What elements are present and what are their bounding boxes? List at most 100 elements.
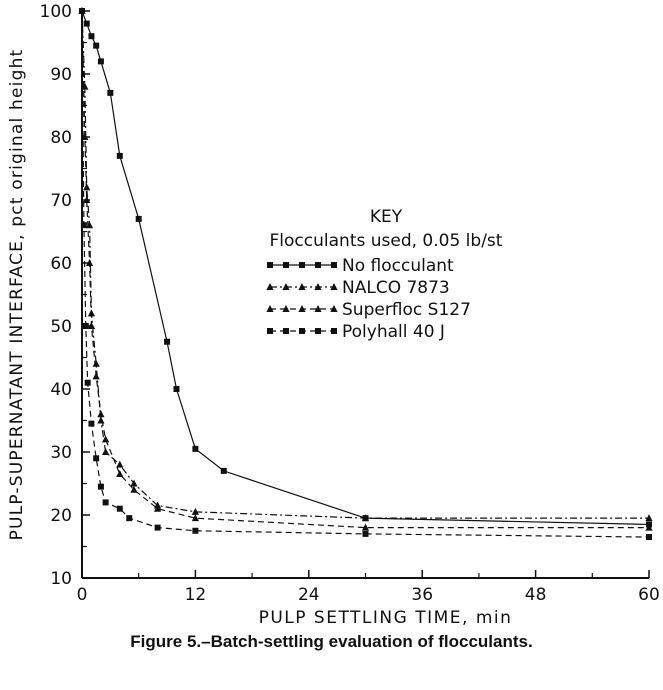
- data-point: [81, 133, 89, 140]
- x-tick-label: 36: [411, 585, 433, 605]
- series-line: [81, 10, 649, 519]
- legend-label: NALCO 7873: [342, 278, 450, 298]
- data-point: [80, 222, 87, 229]
- data-point: [362, 530, 369, 537]
- y-tick-label: 70: [50, 191, 72, 211]
- data-point: [116, 470, 124, 478]
- data-point: [116, 152, 123, 159]
- x-tick-label: 0: [77, 585, 88, 605]
- data-point: [192, 527, 199, 534]
- data-point: [107, 89, 114, 96]
- series-layer: [78, 7, 653, 541]
- data-point: [88, 420, 95, 427]
- legend-swatch-marker: [315, 262, 321, 268]
- series-line: [81, 10, 650, 538]
- data-point: [116, 460, 124, 468]
- x-tick-label: 24: [298, 585, 320, 605]
- data-point: [645, 523, 653, 531]
- y-tick-label: 60: [50, 254, 72, 274]
- legend-swatch-marker: [266, 283, 274, 290]
- data-point: [220, 467, 227, 474]
- legend-label: Polyhall 40 J: [342, 322, 445, 342]
- x-axis-title: PULP SETTLING TIME, min: [259, 608, 513, 625]
- legend-swatch-marker: [299, 328, 305, 334]
- legend-subtitle: Flocculants used, 0.05 lb/st: [270, 231, 503, 251]
- x-tick-label: 48: [525, 585, 547, 605]
- y-tick-label: 90: [50, 65, 72, 85]
- legend-swatch-marker: [283, 262, 289, 268]
- data-point: [130, 479, 138, 487]
- legend-swatch-marker: [266, 305, 274, 312]
- data-point: [93, 455, 100, 462]
- legend-swatch-marker: [298, 305, 306, 312]
- legend-swatch-marker: [299, 262, 305, 268]
- y-tick-label: 30: [50, 443, 72, 463]
- data-point: [361, 523, 370, 531]
- data-point: [88, 33, 95, 40]
- y-tick-label: 20: [50, 506, 72, 526]
- legend-swatch-marker: [330, 283, 338, 290]
- data-point: [126, 515, 133, 522]
- data-point: [84, 379, 91, 386]
- data-point: [81, 82, 89, 90]
- legend-swatch-marker: [282, 283, 290, 290]
- data-point: [645, 514, 653, 522]
- legend-label: No flocculant: [342, 256, 454, 276]
- data-point: [154, 524, 161, 531]
- legend-swatch-marker: [314, 283, 322, 290]
- legend-swatch-marker: [267, 328, 273, 334]
- data-point: [79, 8, 85, 14]
- legend-swatch-marker: [283, 328, 289, 334]
- data-point: [92, 359, 100, 367]
- figure-caption: Figure 5.–Batch-settling evaluation of f…: [130, 632, 533, 651]
- legend-swatch-marker: [331, 328, 337, 334]
- settling-chart: 0 12 24 36 48 60 10 20 30 40 50 60 70 80 90 100 PULP SET…: [7, 2, 660, 625]
- data-point: [87, 322, 96, 329]
- data-point: [361, 514, 370, 522]
- data-point: [93, 42, 100, 49]
- data-point: [116, 505, 123, 512]
- data-point: [102, 435, 110, 443]
- data-point: [83, 196, 91, 203]
- legend-swatch-marker: [282, 305, 290, 312]
- legend: KEY Flocculants used, 0.05 lb/st No floccu…: [266, 207, 503, 342]
- axes: 0 12 24 36 48 60 10 20 30 40 50 60 70 80 90 100 PULP SET…: [7, 2, 660, 625]
- data-point: [97, 58, 104, 65]
- data-point: [130, 485, 138, 493]
- legend-swatch-marker: [314, 305, 322, 312]
- data-point: [97, 483, 104, 490]
- data-point: [83, 20, 90, 27]
- series-3: [78, 7, 653, 531]
- legend-swatch-marker: [298, 283, 306, 290]
- legend-swatch-marker: [331, 262, 337, 268]
- data-point: [82, 323, 89, 329]
- y-tick-label: 10: [50, 569, 72, 589]
- legend-swatch-marker: [315, 328, 321, 334]
- data-point: [646, 534, 652, 541]
- legend-label: Superfloc S127: [342, 300, 471, 320]
- data-point: [154, 504, 162, 512]
- data-point: [191, 514, 199, 522]
- x-tick-label: 60: [638, 585, 660, 605]
- data-point: [92, 372, 100, 380]
- data-point: [97, 416, 105, 424]
- legend-swatch-marker: [330, 305, 338, 312]
- data-point: [192, 445, 199, 452]
- data-point: [102, 499, 109, 506]
- data-point: [164, 338, 171, 345]
- y-tick-label: 80: [50, 128, 72, 148]
- data-point: [102, 448, 110, 455]
- data-point: [85, 221, 94, 229]
- legend-swatch-marker: [267, 262, 273, 268]
- series-line: [81, 10, 649, 529]
- data-point: [135, 215, 142, 222]
- y-tick-label: 50: [50, 317, 72, 337]
- series-4: [79, 8, 652, 541]
- data-point: [173, 386, 180, 392]
- legend-title: KEY: [370, 207, 403, 227]
- y-axis-title: PULP-SUPERNATANT INTERFACE, pct original…: [7, 49, 27, 541]
- y-tick-label: 40: [50, 380, 72, 400]
- data-point: [85, 259, 94, 266]
- y-tick-label: 100: [40, 2, 72, 22]
- x-tick-label: 12: [185, 585, 207, 605]
